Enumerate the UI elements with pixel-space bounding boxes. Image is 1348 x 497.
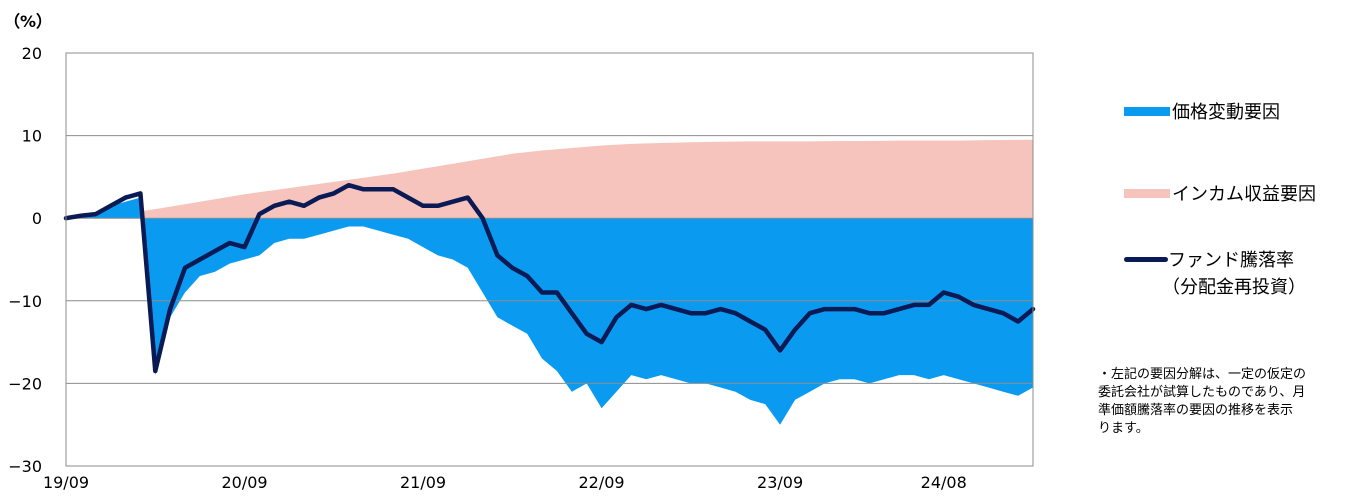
legend-label-fund-sub: （分配金再投資） — [1162, 277, 1306, 298]
y-tick-label: −30 — [8, 457, 42, 476]
y-tick-label: −10 — [8, 292, 42, 311]
price-area — [66, 197, 1033, 425]
legend-item-income: インカム収益要因 — [1124, 180, 1316, 206]
price-area-layer — [66, 197, 1033, 425]
x-tick-labels: 19/09 20/09 21/09 22/09 23/09 24/08 — [43, 473, 967, 492]
legend-label-fund: ファンド騰落率 — [1168, 250, 1294, 271]
x-tick-label: 19/09 — [43, 473, 89, 492]
y-tick-label: 0 — [32, 209, 42, 228]
x-tick-label: 20/09 — [221, 473, 267, 492]
legend-swatch-fund — [1124, 256, 1168, 262]
legend-item-fund: ファンド騰落率 — [1124, 246, 1294, 272]
legend-swatch-price — [1124, 106, 1170, 116]
legend-item-price: 価格変動要因 — [1124, 98, 1280, 124]
plot-frame — [65, 52, 1034, 467]
income-area-layer — [66, 139, 1033, 219]
y-tick-labels: 20 10 0 −10 −20 −30 — [8, 44, 42, 476]
note-line: ・左記の要因分解は、一定の仮定の — [1098, 367, 1307, 382]
chart: 20 10 0 −10 −20 −30 19/09 20/09 21/09 22/09 23/09… — [8, 44, 1036, 492]
income-area — [66, 139, 1033, 219]
x-tick-label: 21/09 — [400, 473, 446, 492]
y-tick-label: 10 — [22, 127, 42, 146]
fund-line-layer — [63, 182, 1036, 374]
note-line: ります。 — [1098, 421, 1149, 436]
x-tick-label: 24/08 — [921, 473, 967, 492]
legend-label-price: 価格変動要因 — [1172, 102, 1280, 123]
note-line: 委託会社が試算したものであり、月 — [1098, 385, 1306, 400]
gridlines — [66, 135, 1033, 384]
legend-label-income: インカム収益要因 — [1172, 184, 1316, 205]
legend-swatch-income — [1124, 188, 1170, 198]
note-line: 準価額騰落率の要因の推移を表示 — [1098, 403, 1294, 418]
x-tick-label: 23/09 — [757, 473, 803, 492]
note-text: ・左記の要因分解は、一定の仮定の 委託会社が試算したものであり、月 準価額騰落率… — [1098, 366, 1348, 438]
x-tick-label: 22/09 — [579, 473, 625, 492]
y-tick-label: 20 — [22, 44, 42, 63]
fund-line — [63, 182, 1036, 374]
y-tick-label: −20 — [8, 374, 42, 393]
y-axis-unit-label: （%） — [4, 12, 53, 31]
